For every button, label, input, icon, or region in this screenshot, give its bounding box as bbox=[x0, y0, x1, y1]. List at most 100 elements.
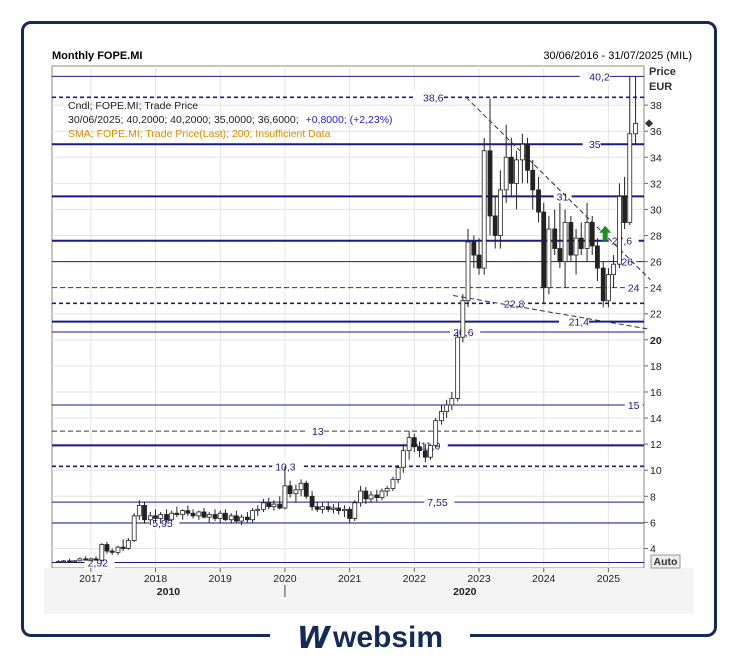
candle-body bbox=[185, 510, 191, 514]
y-tick-label: 20 bbox=[650, 335, 662, 347]
candle-body bbox=[460, 300, 466, 338]
y-tick-label: 28 bbox=[650, 231, 662, 243]
date-range: 30/06/2016 - 31/07/2025 (MIL) bbox=[543, 50, 692, 62]
y-tick-label: 24 bbox=[650, 283, 662, 295]
candle-body bbox=[147, 515, 153, 521]
candle-body bbox=[557, 248, 563, 262]
level-label-bg bbox=[579, 69, 610, 83]
y-axis-title: Price bbox=[649, 66, 676, 78]
candle-body bbox=[497, 189, 503, 236]
x-tick-label: 2025 bbox=[597, 573, 621, 585]
candle-body bbox=[217, 512, 223, 519]
legend: Cndl; FOPE.MI; Trade Price 30/06/2025; 4… bbox=[68, 100, 393, 140]
level-label-bg bbox=[624, 398, 643, 412]
y-tick-label: 8 bbox=[650, 491, 656, 503]
candle-body bbox=[56, 561, 61, 563]
candle-body bbox=[541, 211, 547, 289]
x-axis: 2017 2018 2019 2020 2021 2022 2023 2024 2025 2010… bbox=[79, 568, 620, 598]
candle-body bbox=[99, 544, 105, 561]
candle-body bbox=[568, 222, 574, 256]
candle-body bbox=[347, 508, 353, 519]
x-tick-label: 2018 bbox=[144, 573, 168, 585]
candle-body bbox=[406, 437, 412, 452]
candle-body bbox=[72, 560, 78, 563]
candle-body bbox=[444, 404, 450, 412]
level-label: 15 bbox=[628, 400, 640, 412]
y-tick-label: 12 bbox=[650, 439, 662, 451]
candle-body bbox=[342, 508, 347, 512]
x-major-label: 2020 bbox=[453, 586, 477, 598]
candle-body bbox=[104, 544, 110, 552]
candle-body bbox=[282, 485, 288, 509]
y-tick-label: 38 bbox=[650, 100, 662, 112]
y-tick-label: 18 bbox=[650, 361, 662, 373]
x-tick-label: 2019 bbox=[209, 573, 233, 585]
candle-body bbox=[212, 514, 218, 519]
candle-body bbox=[390, 478, 396, 489]
candle-body bbox=[261, 502, 266, 510]
level-label: 7,55 bbox=[427, 497, 448, 509]
candle-body bbox=[222, 512, 228, 521]
candle-body bbox=[449, 398, 455, 406]
candle-body bbox=[481, 150, 487, 269]
candle-body bbox=[487, 150, 493, 217]
candle-body bbox=[266, 502, 272, 508]
level-label: 38,6 bbox=[423, 92, 444, 104]
candle-body bbox=[622, 195, 627, 223]
candle-body bbox=[303, 482, 309, 497]
x-tick-label: 2023 bbox=[467, 573, 491, 585]
candle-body bbox=[169, 512, 175, 521]
auto-scale-button[interactable]: Auto bbox=[650, 554, 681, 569]
legend-ohlc-values: 30/06/2025; 40,2000; 40,2000; 35,0000; 3… bbox=[68, 114, 299, 126]
candle-body bbox=[606, 274, 611, 302]
level-label-bg bbox=[618, 254, 637, 268]
candle-body bbox=[109, 550, 115, 553]
level-label: 27,6 bbox=[612, 236, 633, 248]
legend-change: +0,8000; (+2,23%) bbox=[306, 114, 393, 126]
level-label-bg bbox=[608, 233, 639, 247]
y-tick-label: 34 bbox=[650, 152, 662, 164]
level-label: 13 bbox=[312, 426, 324, 438]
candle-body bbox=[439, 411, 444, 422]
candle-body bbox=[363, 490, 369, 500]
candle-body bbox=[250, 510, 255, 521]
candle-body bbox=[525, 143, 530, 171]
candle-body bbox=[536, 189, 541, 213]
candle-body bbox=[465, 241, 471, 302]
candle-body bbox=[136, 505, 142, 517]
y-axis: 4 6 8 10 12 14 16 18 20 22 24 26 28 30 32 34 36 38 bbox=[644, 100, 662, 555]
websim-logo: W websim bbox=[270, 620, 470, 656]
websim-logo-text: websim bbox=[333, 621, 444, 654]
candle-body bbox=[201, 511, 207, 518]
candle-body bbox=[503, 156, 509, 191]
candle-body bbox=[196, 511, 202, 517]
level-label-bg bbox=[553, 189, 572, 203]
candle-body bbox=[277, 503, 283, 509]
level-label-bg bbox=[305, 424, 324, 438]
candle-body bbox=[287, 485, 293, 495]
candle-body bbox=[125, 540, 131, 549]
y-tick-label: 26 bbox=[650, 257, 662, 269]
candle-body bbox=[309, 495, 315, 508]
candle-body bbox=[180, 510, 186, 515]
candle-body bbox=[233, 515, 239, 522]
candle-body bbox=[239, 516, 244, 522]
candle-body bbox=[131, 515, 137, 542]
y-tick-label: 6 bbox=[650, 517, 656, 529]
candle-body bbox=[325, 506, 331, 510]
candle-body bbox=[552, 228, 558, 249]
candle-body bbox=[595, 245, 600, 269]
x-tick-label: 2024 bbox=[532, 573, 556, 585]
candle-body bbox=[584, 222, 590, 249]
candle-body bbox=[77, 558, 83, 562]
candle-body bbox=[428, 445, 433, 458]
candle-body bbox=[93, 558, 99, 561]
x-tick-label: 2021 bbox=[338, 573, 362, 585]
candle-body bbox=[455, 336, 461, 399]
candle-body bbox=[331, 507, 336, 510]
x-tick-label: 2022 bbox=[403, 573, 427, 585]
candle-body bbox=[400, 450, 406, 469]
candle-body bbox=[600, 267, 606, 302]
candle-body bbox=[562, 222, 568, 262]
level-label: 21,4 bbox=[569, 317, 590, 329]
